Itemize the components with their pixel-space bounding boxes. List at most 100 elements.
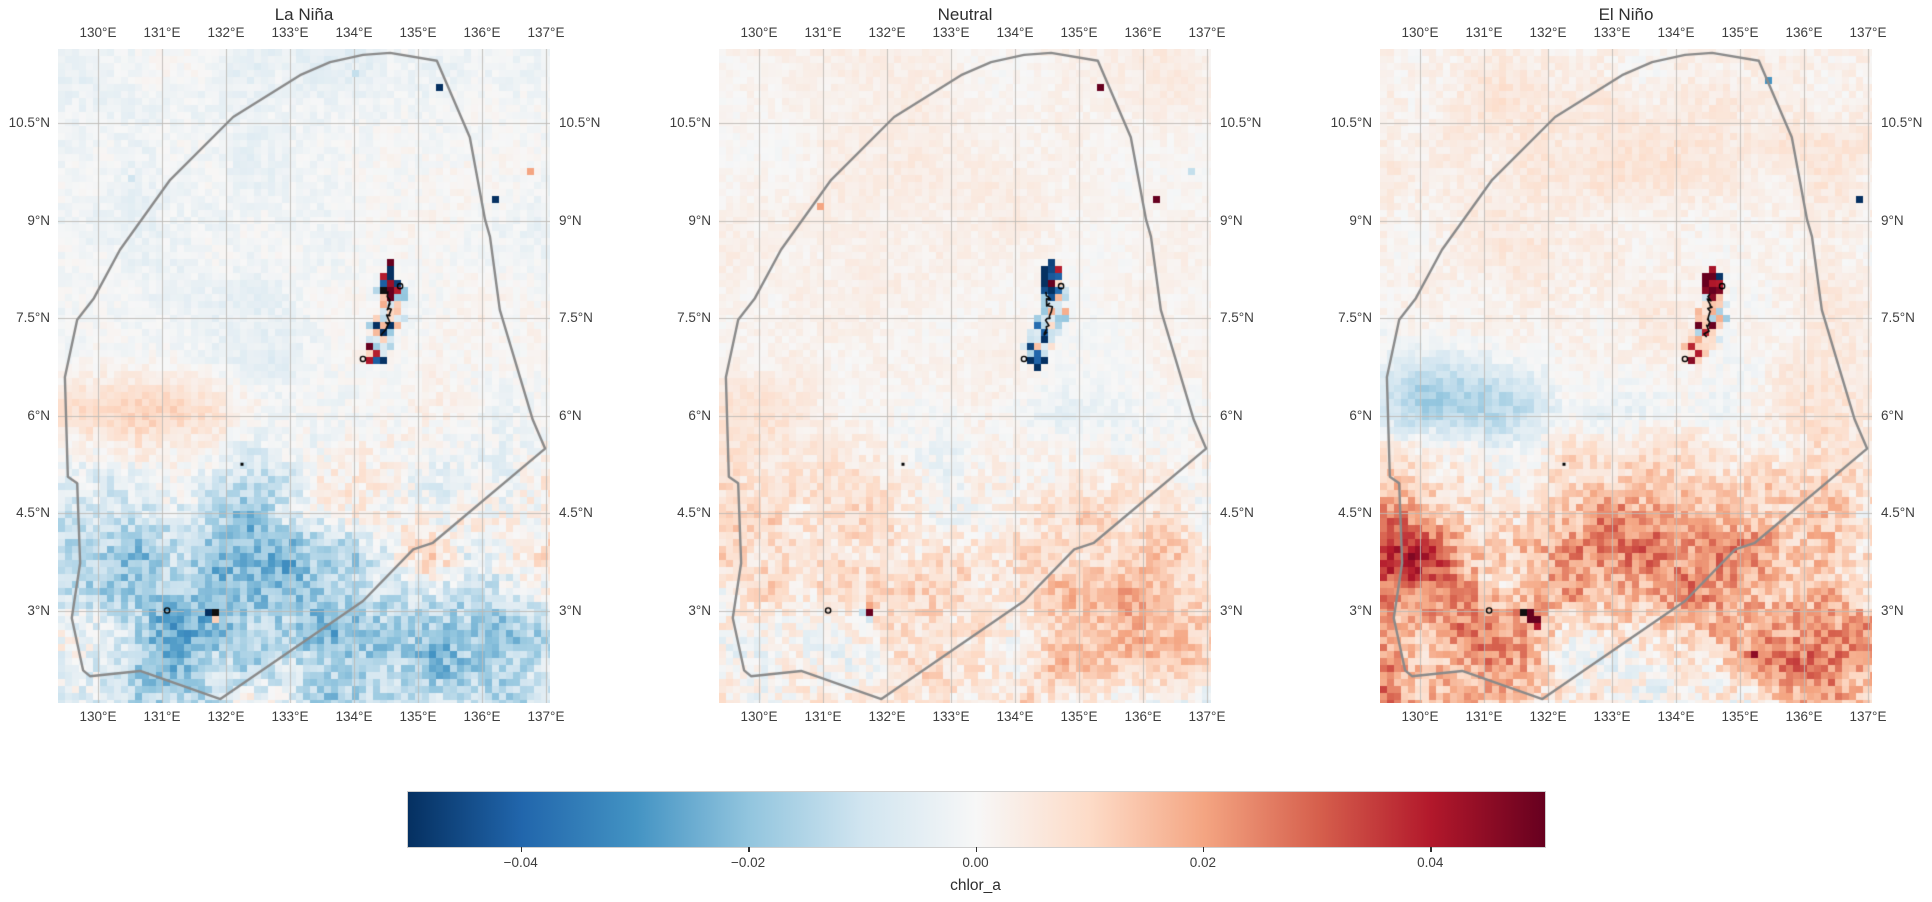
lon-tick-top-panel-1: 131°E	[143, 25, 181, 40]
lon-tick-top-panel-2: 135°E	[1060, 25, 1098, 40]
lat-tick-left-panel-3: 7.5°N	[1338, 310, 1372, 325]
lat-tick-left-panel-2: 10.5°N	[669, 115, 711, 130]
lat-tick-left-panel-2: 9°N	[688, 212, 711, 228]
lon-tick-top-panel-1: 137°E	[527, 25, 565, 40]
lon-tick-bottom-panel-1: 134°E	[335, 709, 373, 724]
lat-tick-left-panel-2: 6°N	[688, 407, 711, 423]
lon-tick-top-panel-1: 130°E	[79, 25, 117, 40]
lat-tick-left-panel-3: 10.5°N	[1330, 115, 1372, 130]
lon-tick-bottom-panel-1: 133°E	[271, 709, 309, 724]
lon-tick-bottom-panel-2: 131°E	[804, 709, 842, 724]
colorbar-tick	[975, 847, 977, 852]
lon-tick-bottom-panel-2: 132°E	[868, 709, 906, 724]
lon-tick-bottom-panel-3: 135°E	[1721, 709, 1759, 724]
lat-tick-left-panel-3: 3°N	[1349, 602, 1372, 618]
lon-tick-bottom-panel-2: 137°E	[1188, 709, 1226, 724]
lon-tick-top-panel-3: 134°E	[1657, 25, 1695, 40]
lon-tick-bottom-panel-2: 130°E	[740, 709, 778, 724]
lat-tick-left-panel-1: 7.5°N	[16, 310, 50, 325]
colorbar-label: chlor_a	[950, 877, 1001, 894]
colorbar-tick	[520, 847, 523, 852]
lat-tick-right-panel-1: 10.5°N	[559, 115, 601, 130]
lat-tick-right-panel-3: 10.5°N	[1881, 115, 1923, 130]
lon-tick-bottom-panel-1: 135°E	[399, 709, 437, 724]
lat-tick-left-panel-2: 7.5°N	[677, 310, 711, 325]
lat-tick-right-panel-3: 6°N	[1881, 407, 1904, 423]
lon-tick-bottom-panel-1: 132°E	[207, 709, 245, 724]
panel-title-1: La Niña	[274, 5, 334, 24]
lon-tick-bottom-panel-1: 136°E	[463, 709, 501, 724]
panel-title-3: El Niño	[1598, 5, 1654, 24]
lat-tick-left-panel-3: 4.5°N	[1338, 505, 1372, 520]
lon-tick-bottom-panel-3: 131°E	[1465, 709, 1503, 724]
lat-tick-right-panel-2: 10.5°N	[1220, 115, 1262, 130]
lon-tick-top-panel-1: 133°E	[271, 25, 309, 40]
lat-tick-left-panel-1: 9°N	[27, 212, 50, 228]
lon-tick-top-panel-2: 137°E	[1188, 25, 1226, 40]
lon-tick-top-panel-3: 136°E	[1785, 25, 1823, 40]
lon-tick-top-panel-2: 132°E	[868, 25, 906, 40]
colorbar-tick-label: 0.02	[1189, 855, 1217, 870]
lon-tick-top-panel-1: 134°E	[335, 25, 373, 40]
lat-tick-right-panel-3: 4.5°N	[1881, 505, 1915, 520]
map-canvas-panel-1	[58, 49, 550, 703]
colorbar-tick	[1430, 847, 1432, 852]
lat-tick-right-panel-2: 9°N	[1220, 212, 1243, 228]
lon-tick-bottom-panel-1: 131°E	[143, 709, 181, 724]
lat-tick-right-panel-2: 3°N	[1220, 602, 1243, 618]
colorbar-tick-label: 0.04	[1417, 855, 1444, 870]
lat-tick-left-panel-2: 4.5°N	[677, 505, 711, 520]
lon-tick-top-panel-2: 133°E	[932, 25, 970, 40]
lat-tick-right-panel-2: 7.5°N	[1220, 310, 1254, 325]
lon-tick-top-panel-2: 130°E	[740, 25, 778, 40]
lon-tick-top-panel-1: 136°E	[463, 25, 501, 40]
lon-tick-bottom-panel-3: 136°E	[1785, 709, 1823, 724]
lon-tick-top-panel-3: 130°E	[1401, 25, 1439, 40]
lon-tick-top-panel-2: 134°E	[996, 25, 1034, 40]
lat-tick-left-panel-3: 6°N	[1349, 407, 1372, 423]
colorbar-tick	[1202, 847, 1205, 852]
lat-tick-right-panel-3: 7.5°N	[1881, 310, 1915, 325]
lon-tick-top-panel-3: 133°E	[1593, 25, 1631, 40]
lon-tick-top-panel-1: 132°E	[207, 25, 245, 40]
lat-tick-right-panel-2: 6°N	[1220, 407, 1243, 423]
lat-tick-left-panel-1: 10.5°N	[8, 115, 50, 130]
panel-title-2: Neutral	[937, 5, 993, 24]
lat-tick-right-panel-2: 4.5°N	[1220, 505, 1254, 520]
lat-tick-left-panel-3: 9°N	[1349, 212, 1372, 228]
colorbar-tick-label: 0.00	[962, 855, 989, 870]
lon-tick-bottom-panel-3: 132°E	[1529, 709, 1567, 724]
lat-tick-left-panel-1: 6°N	[27, 407, 50, 423]
lat-tick-left-panel-1: 3°N	[27, 602, 50, 618]
colorbar-tick-label: −0.04	[503, 855, 538, 870]
lat-tick-right-panel-1: 4.5°N	[559, 505, 593, 520]
lon-tick-bottom-panel-3: 134°E	[1657, 709, 1695, 724]
map-canvas-panel-2	[719, 49, 1211, 703]
lat-tick-right-panel-1: 9°N	[559, 212, 582, 228]
lat-tick-right-panel-1: 3°N	[559, 602, 582, 618]
lon-tick-top-panel-3: 137°E	[1849, 25, 1887, 40]
lon-tick-top-panel-3: 132°E	[1529, 25, 1567, 40]
lon-tick-bottom-panel-2: 134°E	[996, 709, 1034, 724]
lon-tick-top-panel-3: 135°E	[1721, 25, 1759, 40]
lon-tick-top-panel-3: 131°E	[1465, 25, 1503, 40]
lat-tick-left-panel-2: 3°N	[688, 602, 711, 618]
colorbar-tick	[748, 847, 750, 852]
lat-tick-right-panel-3: 3°N	[1881, 602, 1904, 618]
lon-tick-top-panel-1: 135°E	[399, 25, 437, 40]
lon-tick-top-panel-2: 131°E	[804, 25, 842, 40]
lon-tick-bottom-panel-2: 136°E	[1124, 709, 1162, 724]
colorbar-tick-label: −0.02	[731, 855, 766, 870]
map-canvas-panel-3	[1380, 49, 1872, 703]
lat-tick-left-panel-1: 4.5°N	[16, 505, 50, 520]
lon-tick-bottom-panel-3: 137°E	[1849, 709, 1887, 724]
lon-tick-bottom-panel-2: 133°E	[932, 709, 970, 724]
lon-tick-top-panel-2: 136°E	[1124, 25, 1162, 40]
colorbar-gradient	[407, 791, 1546, 848]
lon-tick-bottom-panel-3: 130°E	[1401, 709, 1439, 724]
lon-tick-bottom-panel-1: 137°E	[527, 709, 565, 724]
lat-tick-right-panel-1: 7.5°N	[559, 310, 593, 325]
lon-tick-bottom-panel-1: 130°E	[79, 709, 117, 724]
lat-tick-right-panel-1: 6°N	[559, 407, 582, 423]
